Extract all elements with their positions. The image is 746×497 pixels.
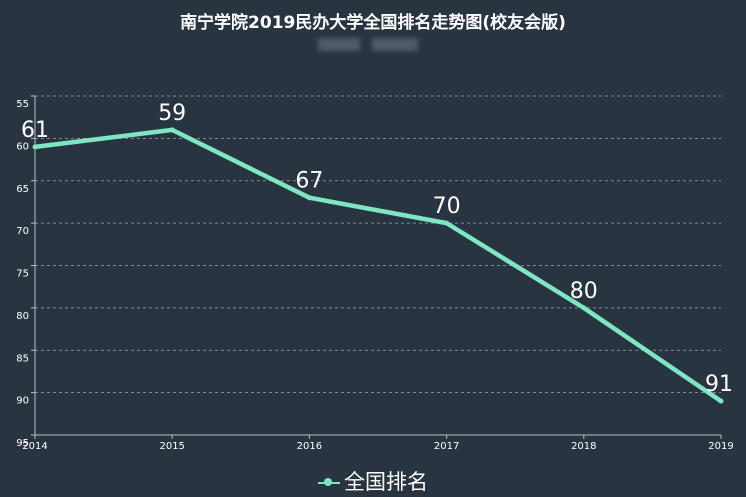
data-label: 59 (158, 101, 186, 126)
x-tick-label: 2015 (159, 441, 184, 452)
data-point (306, 195, 312, 201)
y-tick-label: 70 (16, 226, 29, 237)
data-label: 70 (433, 194, 461, 219)
data-point (32, 144, 38, 150)
data-label: 91 (705, 372, 733, 397)
y-tick-label: 80 (16, 311, 29, 322)
x-tick-label: 2018 (571, 441, 596, 452)
y-tick-label: 60 (16, 141, 29, 152)
series-line (32, 127, 724, 404)
data-point (718, 398, 724, 404)
data-label: 67 (295, 169, 323, 194)
x-tick-label: 2016 (297, 441, 322, 452)
y-tick-label: 55 (16, 99, 29, 110)
legend[interactable]: 全国排名 (0, 466, 746, 496)
y-tick-label: 65 (16, 184, 29, 195)
y-tick-label: 75 (16, 269, 29, 280)
y-tick-label: 85 (16, 353, 29, 364)
legend-marker-icon (318, 476, 340, 490)
y-tick-label: 95 (16, 438, 29, 449)
chart-title: 南宁学院2019民办大学全国排名走势图(校友会版) (180, 13, 566, 33)
data-point (169, 127, 175, 133)
x-tick-label: 2019 (708, 441, 733, 452)
x-tick-label: 2017 (434, 441, 459, 452)
data-label: 80 (570, 279, 598, 304)
legend-label: 全国排名 (344, 470, 428, 494)
data-point (444, 220, 450, 226)
blurred-subtitle (318, 36, 428, 52)
data-point (581, 305, 587, 311)
data-label: 61 (21, 118, 49, 143)
x-tick-label: 2014 (22, 441, 47, 452)
y-tick-label: 90 (16, 396, 29, 407)
